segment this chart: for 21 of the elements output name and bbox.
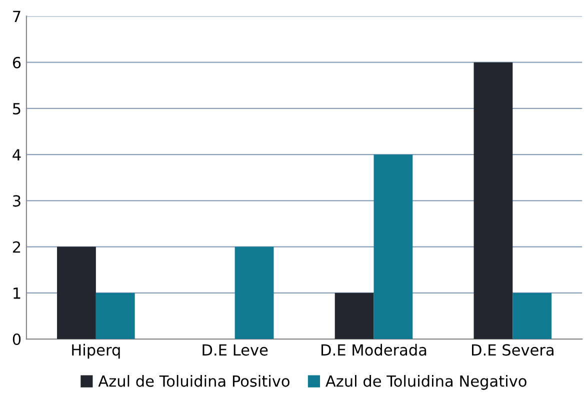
x-tick-label: Hiperq xyxy=(72,344,120,359)
bar xyxy=(334,292,374,340)
bar xyxy=(512,292,552,340)
bar xyxy=(234,246,274,340)
x-tick-label: D.E Severa xyxy=(472,344,554,356)
y-tick-label: 6 xyxy=(12,56,21,68)
y-tick-label: 5 xyxy=(13,103,20,114)
bar xyxy=(474,62,513,340)
bar xyxy=(374,154,413,340)
y-tick-label: 1 xyxy=(14,288,20,299)
y-tick-label: 4 xyxy=(12,149,21,160)
bar xyxy=(57,246,96,340)
y-tick-label: 3 xyxy=(13,195,20,207)
x-tick-label: D.E Moderada xyxy=(322,344,426,356)
legend-label: Azul de Toluidina Negativo xyxy=(326,375,526,390)
y-tick-label: 7 xyxy=(13,10,20,22)
legend-label: Azul de Toluidina Positivo xyxy=(98,375,290,387)
x-tick-label: D.E Leve xyxy=(202,344,268,356)
y-tick-label: 0 xyxy=(12,333,21,346)
bar xyxy=(96,292,135,340)
y-tick-label: 2 xyxy=(13,241,20,253)
